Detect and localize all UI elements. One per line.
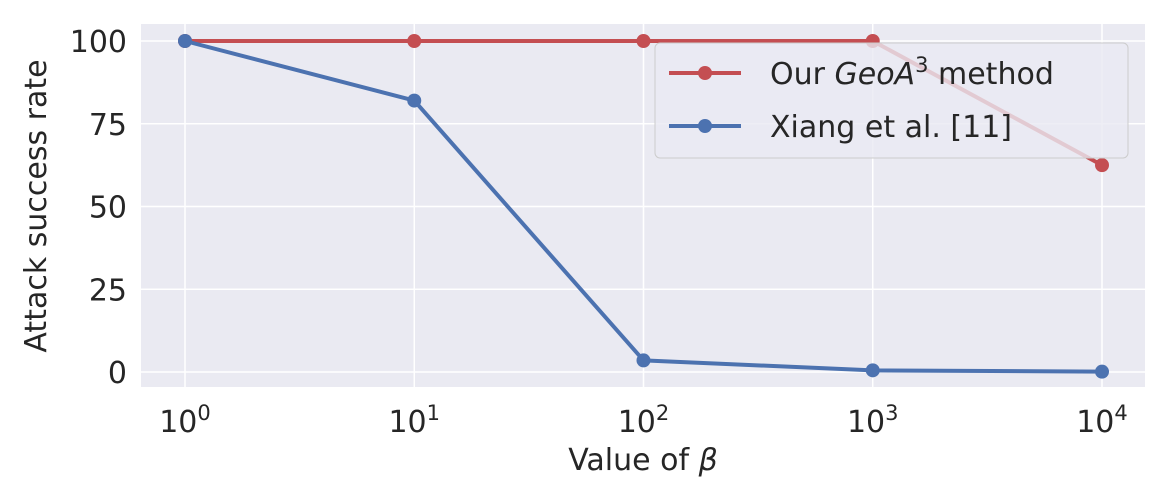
x-tick-label: 104: [1076, 401, 1128, 440]
legend: Our GeoA3 method Xiang et al. [11]: [654, 42, 1129, 159]
legend-marker-1: [698, 119, 712, 133]
y-tick-label: 100: [70, 25, 127, 60]
legend-label-1: Xiang et al. [11]: [770, 110, 1012, 145]
y-tick-label: 25: [89, 273, 127, 308]
x-axis-label: Value of β: [568, 443, 718, 478]
series-point-1: [636, 353, 651, 368]
series-point-1: [178, 34, 192, 48]
series-point-0: [407, 34, 422, 48]
legend-label-0: Our GeoA3 method: [770, 53, 1054, 92]
legend-marker-0: [698, 66, 712, 80]
x-tick-labels: 100 101 102 103 104: [159, 401, 1128, 440]
series-point-0: [1095, 158, 1109, 173]
series-point-1: [865, 363, 880, 378]
y-tick-label: 50: [89, 191, 127, 226]
x-tick-label: 102: [618, 401, 670, 440]
x-axis-label-text: Value of: [568, 443, 690, 478]
y-axis-label: Attack success rate: [19, 59, 54, 352]
series-point-1: [407, 93, 422, 108]
series-point-1: [1095, 364, 1109, 379]
series-point-0: [636, 34, 651, 48]
x-tick-label: 100: [159, 401, 211, 440]
y-tick-labels: 0 25 50 75 100: [70, 25, 127, 391]
legend-box: [654, 42, 1129, 159]
x-tick-label: 103: [847, 401, 899, 440]
x-axis-label-symbol: β: [698, 443, 718, 478]
y-tick-label: 0: [108, 356, 127, 391]
x-tick-label: 101: [388, 401, 440, 440]
y-tick-label: 75: [89, 108, 127, 143]
